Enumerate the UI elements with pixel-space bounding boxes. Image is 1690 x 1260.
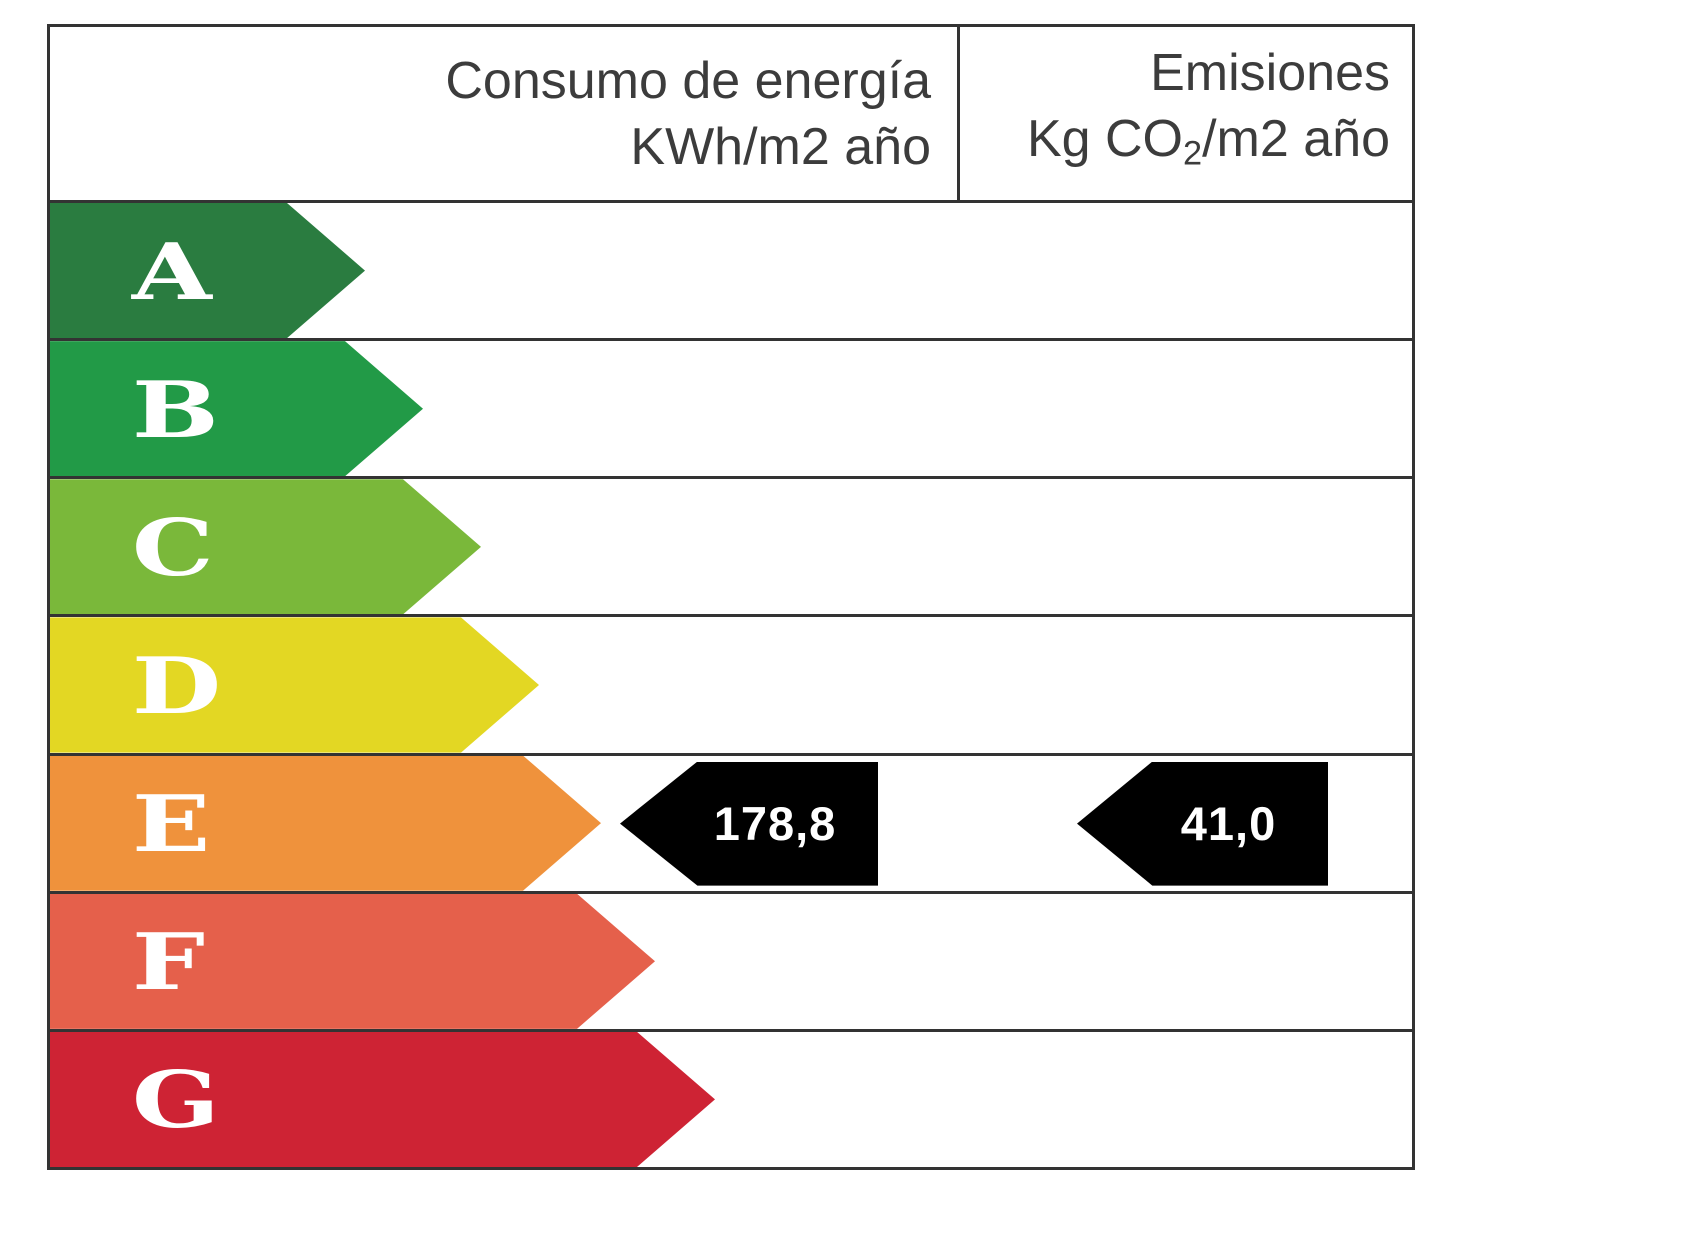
- rating-row-e: E 178,8 41,0: [50, 755, 1412, 894]
- rating-row-d: D: [50, 617, 1412, 756]
- rating-arrow: F: [50, 894, 655, 1029]
- rating-arrow: A: [50, 203, 365, 338]
- emissions-header-line1: Emisiones: [1150, 44, 1390, 103]
- rating-letter: A: [131, 226, 212, 318]
- rating-letter: F: [131, 917, 205, 1009]
- rating-row-g: G: [50, 1031, 1412, 1167]
- energy-rating-table: Consumo de energía KWh/m2 año Emisiones …: [47, 24, 1415, 1170]
- rating-row-a: A: [50, 203, 1412, 342]
- rating-letter: D: [131, 640, 222, 732]
- rating-row-b: B: [50, 341, 1412, 480]
- rating-arrow: D: [50, 617, 539, 752]
- emissions-value: 41,0: [1180, 797, 1277, 851]
- consumption-header-line1: Consumo de energía: [445, 51, 931, 110]
- rating-arrow: C: [50, 479, 481, 614]
- consumption-column-header: Consumo de energía KWh/m2 año: [50, 27, 960, 200]
- co2-subscript: 2: [1183, 134, 1203, 173]
- rating-rows: A B C D E 178,8 41,0 F G: [50, 203, 1412, 1167]
- consumption-value: 178,8: [713, 797, 837, 851]
- rating-letter: G: [131, 1055, 220, 1147]
- rating-letter: C: [131, 502, 214, 594]
- consumption-header-line2: KWh/m2 año: [630, 117, 931, 176]
- rating-arrow: G: [50, 1032, 715, 1167]
- consumption-value-arrow: 178,8: [620, 761, 878, 886]
- rating-arrow: E: [50, 756, 601, 891]
- emissions-column-header: Emisiones Kg CO2/m2 año: [960, 27, 1412, 200]
- rating-row-f: F: [50, 893, 1412, 1032]
- rating-letter: E: [131, 779, 211, 871]
- rating-row-c: C: [50, 479, 1412, 618]
- emissions-value-arrow: 41,0: [1077, 761, 1328, 886]
- rating-arrow: B: [50, 341, 423, 476]
- emissions-header-line2: Kg CO2/m2 año: [1026, 110, 1390, 173]
- table-header: Consumo de energía KWh/m2 año Emisiones …: [50, 27, 1412, 203]
- rating-letter: B: [131, 364, 219, 456]
